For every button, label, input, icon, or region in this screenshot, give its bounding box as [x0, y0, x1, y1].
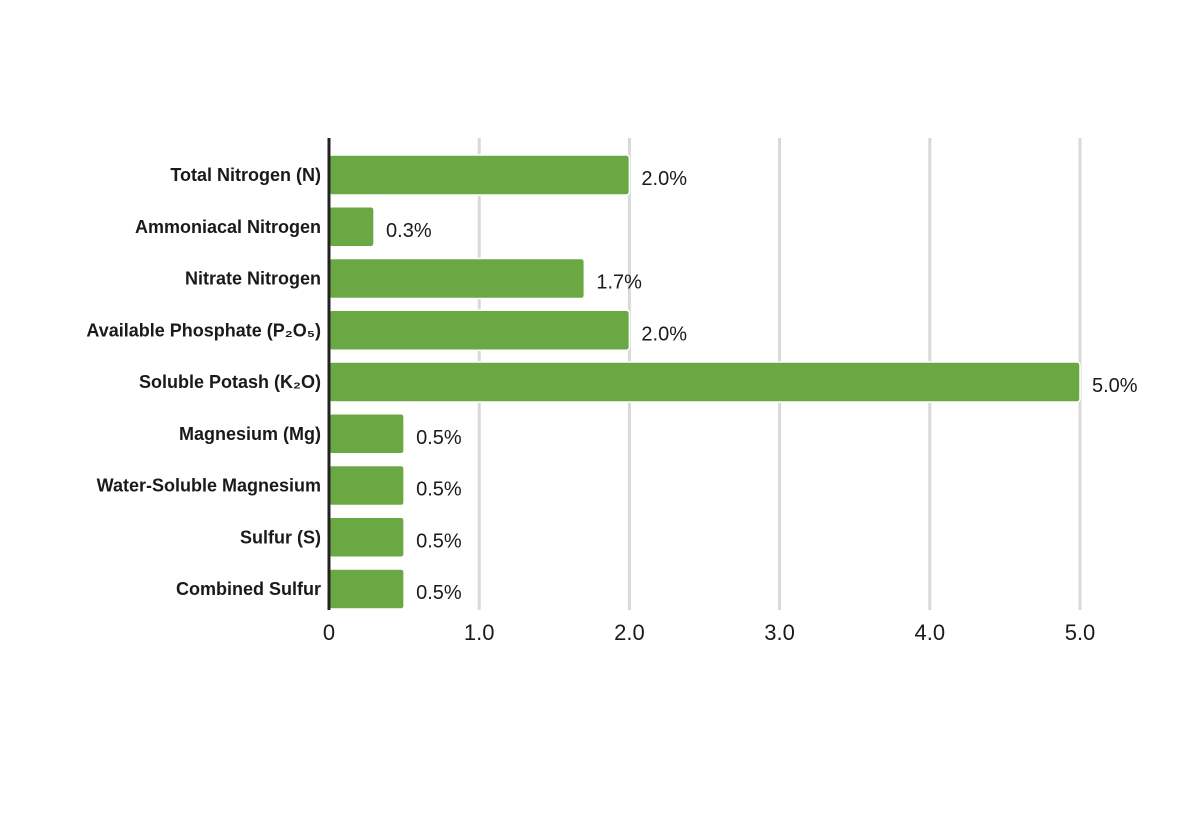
value-label-4: 5.0%	[1092, 375, 1138, 397]
x-tick-label-4: 4.0	[915, 620, 946, 645]
category-label-1: Ammoniacal Nitrogen	[135, 217, 321, 237]
bar-6	[328, 464, 405, 507]
value-label-0: 2.0%	[641, 168, 687, 190]
category-label-2: Nitrate Nitrogen	[185, 269, 321, 289]
category-label-8: Combined Sulfur	[176, 579, 321, 599]
value-label-6: 0.5%	[416, 479, 462, 501]
value-label-5: 0.5%	[416, 427, 462, 449]
label-layer: Total Nitrogen (N) 2.0% Ammoniacal Nitroge…	[86, 165, 1137, 604]
value-label-8: 0.5%	[416, 582, 462, 604]
category-label-5: Magnesium (Mg)	[179, 424, 321, 444]
x-tick-label-0: 0	[323, 620, 335, 645]
bar-1	[328, 206, 375, 248]
bar-7	[328, 516, 405, 558]
category-label-0: Total Nitrogen (N)	[170, 165, 321, 185]
x-tick-label-1: 1.0	[464, 620, 495, 645]
category-label-6: Water-Soluble Magnesium	[97, 476, 321, 496]
x-tick-label-3: 3.0	[764, 620, 795, 645]
bar-layer	[328, 154, 1081, 610]
bar-8	[328, 568, 405, 610]
value-label-3: 2.0%	[641, 323, 687, 345]
bar-0	[328, 154, 631, 196]
x-tick-label-5: 5.0	[1065, 620, 1096, 645]
x-tick-label-2: 2.0	[614, 620, 645, 645]
bar-5	[328, 413, 405, 455]
bar-2	[328, 257, 586, 300]
bar-3	[328, 309, 631, 351]
category-label-7: Sulfur (S)	[240, 527, 321, 547]
value-label-1: 0.3%	[386, 220, 432, 242]
category-label-4: Soluble Potash (K₂O)	[139, 372, 321, 392]
value-label-2: 1.7%	[596, 272, 642, 294]
bar-4	[328, 361, 1081, 403]
axis-layer: 0 1.0 2.0 3.0 4.0 5.0	[323, 138, 1095, 645]
value-label-7: 0.5%	[416, 530, 462, 552]
category-label-3: Available Phosphate (P₂O₅)	[86, 320, 321, 340]
